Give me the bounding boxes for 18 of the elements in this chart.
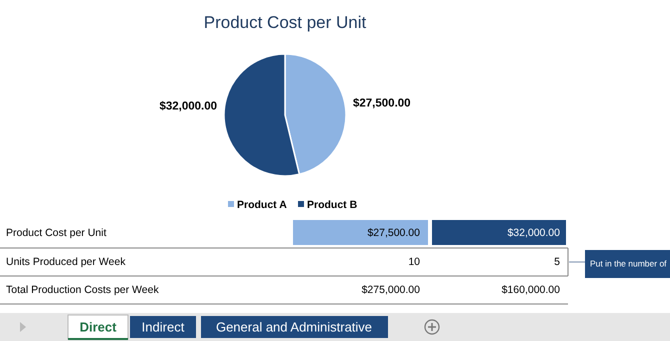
legend-label: Product B: [307, 199, 358, 211]
text: $27,500.00: [367, 226, 420, 239]
data-label: $32,000.00: [159, 100, 217, 112]
text: General and Administrative: [216, 319, 372, 334]
text: Indirect: [142, 319, 185, 334]
data-label: $27,500.00: [353, 98, 411, 110]
text: Put in the number of: [590, 258, 668, 268]
text: Units Produced per Week: [6, 256, 126, 268]
legend-label: Product A: [237, 199, 288, 211]
text: $275,000.00: [362, 284, 420, 296]
text: 10: [408, 256, 420, 268]
text: Direct: [80, 319, 118, 334]
text: Total Production Costs per Week: [6, 284, 160, 296]
text: $32,000.00: [507, 226, 560, 239]
text: $160,000.00: [502, 284, 560, 296]
text: Product Cost per Unit: [6, 226, 106, 239]
text: 5: [554, 256, 560, 268]
chart-title: Product Cost per Unit: [204, 13, 367, 32]
